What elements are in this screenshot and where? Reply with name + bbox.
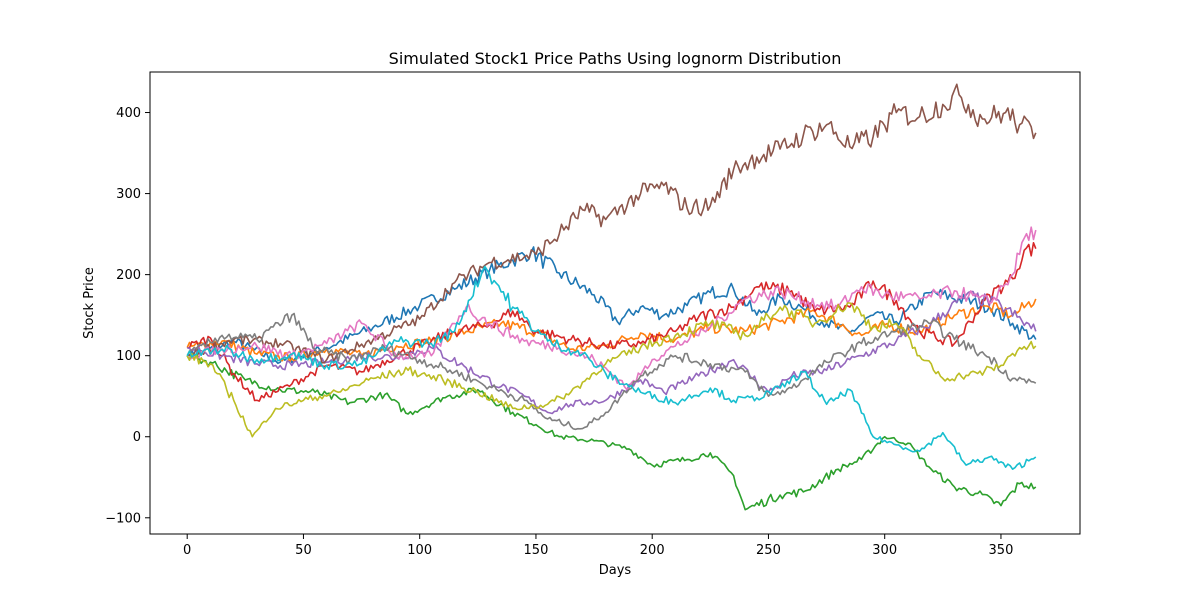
- y-tick-label: 200: [116, 268, 141, 283]
- series-line-6: [186, 83, 1037, 364]
- x-axis-label: Days: [599, 563, 632, 578]
- series-line-4: [187, 242, 1037, 402]
- y-tick-label: −100: [105, 511, 141, 526]
- x-tick-label: 250: [756, 543, 781, 558]
- x-tick-label: 50: [295, 543, 312, 558]
- x-tick-label: 150: [524, 543, 549, 558]
- x-tick-label: 100: [407, 543, 432, 558]
- chart-title: Simulated Stock1 Price Paths Using logno…: [389, 49, 842, 68]
- y-tick-label: 0: [133, 430, 141, 445]
- series-line-8: [186, 312, 1037, 431]
- plot-frame: [149, 71, 1081, 535]
- series-line-5: [186, 290, 1037, 415]
- series-line-10: [186, 265, 1037, 470]
- series-line-9: [186, 302, 1037, 438]
- x-tick-label: 200: [640, 543, 665, 558]
- y-tick-label: 100: [116, 349, 141, 364]
- x-tick-label: 300: [872, 543, 897, 558]
- y-axis-label: Stock Price: [82, 267, 97, 339]
- y-tick-label: 400: [116, 106, 141, 121]
- y-tick-label: 300: [116, 187, 141, 202]
- x-tick-label: 0: [183, 543, 191, 558]
- series-layer: [186, 83, 1037, 511]
- series-line-3: [186, 352, 1037, 511]
- y-axis-ticks: −100 0 100 200 300 400: [105, 106, 150, 526]
- x-tick-label: 350: [989, 543, 1014, 558]
- series-line-1: [186, 246, 1037, 365]
- x-axis-ticks: 0 50 100 150 200 250 300 350: [183, 534, 1013, 558]
